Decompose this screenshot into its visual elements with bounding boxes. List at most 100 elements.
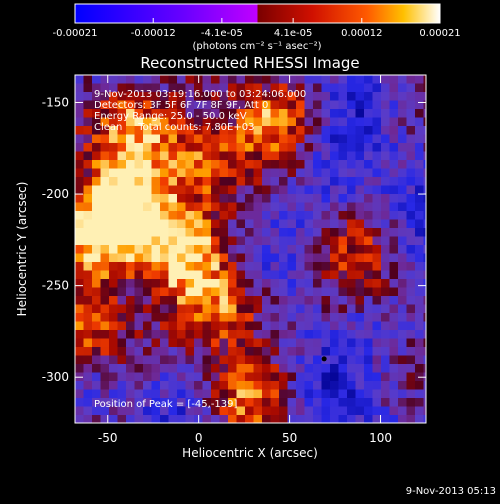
heatmap-cell bbox=[372, 211, 382, 221]
heatmap-cell bbox=[338, 236, 348, 246]
heatmap-cell bbox=[330, 236, 340, 246]
heatmap-cell bbox=[236, 364, 246, 374]
heatmap-cell bbox=[270, 398, 280, 408]
heatmap-cell bbox=[389, 304, 399, 314]
heatmap-cell bbox=[253, 296, 263, 306]
heatmap-cell bbox=[92, 381, 102, 391]
heatmap-cell bbox=[109, 253, 119, 263]
heatmap-cell bbox=[109, 321, 119, 331]
heatmap-cell bbox=[270, 194, 280, 204]
heatmap-cell bbox=[75, 330, 85, 340]
heatmap-cell bbox=[109, 168, 119, 178]
heatmap-cell bbox=[168, 355, 178, 365]
heatmap-cell bbox=[194, 279, 204, 289]
heatmap-cell bbox=[143, 236, 153, 246]
heatmap-cell bbox=[100, 194, 110, 204]
heatmap-cell bbox=[134, 372, 144, 382]
heatmap-cell bbox=[151, 83, 161, 93]
heatmap-cell bbox=[194, 262, 204, 272]
heatmap-cell bbox=[219, 219, 229, 229]
heatmap-cell bbox=[423, 143, 426, 153]
heatmap-cell bbox=[381, 262, 391, 272]
heatmap-cell bbox=[287, 338, 297, 348]
heatmap-cell bbox=[219, 100, 229, 110]
heatmap-cell bbox=[355, 262, 365, 272]
heatmap-cell bbox=[100, 92, 110, 102]
heatmap-cell bbox=[92, 313, 102, 323]
heatmap-cell bbox=[330, 338, 340, 348]
heatmap-cell bbox=[296, 126, 306, 136]
heatmap-cell bbox=[347, 262, 357, 272]
heatmap-cell bbox=[219, 330, 229, 340]
heatmap-cell bbox=[279, 75, 289, 85]
heatmap-cell bbox=[364, 347, 374, 357]
heatmap-cell bbox=[423, 211, 426, 221]
heatmap-cell bbox=[202, 389, 212, 399]
heatmap-cell bbox=[219, 355, 229, 365]
heatmap-cell bbox=[321, 194, 331, 204]
heatmap-cell bbox=[194, 364, 204, 374]
heatmap-cell bbox=[253, 279, 263, 289]
heatmap-cell bbox=[253, 92, 263, 102]
heatmap-cell bbox=[389, 194, 399, 204]
heatmap-cell bbox=[236, 262, 246, 272]
heatmap-cell bbox=[321, 109, 331, 119]
heatmap-cell bbox=[228, 262, 238, 272]
heatmap-cell bbox=[270, 126, 280, 136]
heatmap-cell bbox=[423, 245, 426, 255]
heatmap-cell bbox=[296, 160, 306, 170]
heatmap-cell bbox=[296, 219, 306, 229]
heatmap-cell bbox=[321, 406, 331, 416]
heatmap-cell bbox=[202, 270, 212, 280]
heatmap-cell bbox=[211, 194, 221, 204]
heatmap-cell bbox=[287, 134, 297, 144]
heatmap-cell bbox=[228, 117, 238, 127]
heatmap-cell bbox=[185, 245, 195, 255]
heatmap-cell bbox=[109, 151, 119, 161]
colorbar-gradient bbox=[75, 4, 440, 23]
heatmap-cell bbox=[219, 304, 229, 314]
heatmap-cell bbox=[75, 75, 85, 85]
heatmap-cell bbox=[202, 313, 212, 323]
heatmap-cell bbox=[75, 304, 85, 314]
heatmap-cell bbox=[406, 372, 416, 382]
heatmap-cell bbox=[313, 253, 323, 263]
heatmap-cell bbox=[185, 415, 195, 423]
heatmap-cell bbox=[389, 160, 399, 170]
heatmap-cell bbox=[160, 134, 170, 144]
heatmap-cell bbox=[134, 211, 144, 221]
heatmap-cell bbox=[100, 177, 110, 187]
heatmap-cell bbox=[304, 109, 314, 119]
heatmap-cell bbox=[253, 202, 263, 212]
heatmap-cell bbox=[75, 279, 85, 289]
heatmap-cell bbox=[117, 381, 127, 391]
heatmap-cell bbox=[185, 109, 195, 119]
heatmap-cell bbox=[168, 185, 178, 195]
heatmap-cell bbox=[211, 253, 221, 263]
heatmap-cell bbox=[313, 100, 323, 110]
heatmap-cell bbox=[381, 279, 391, 289]
heatmap-cell bbox=[168, 338, 178, 348]
heatmap-cell bbox=[262, 92, 272, 102]
heatmap-cell bbox=[321, 185, 331, 195]
heatmap-cell bbox=[211, 279, 221, 289]
heatmap-cell bbox=[245, 92, 255, 102]
heatmap-cell bbox=[372, 364, 382, 374]
heatmap-cell bbox=[389, 83, 399, 93]
heatmap-cell bbox=[253, 185, 263, 195]
heatmap-cell bbox=[381, 245, 391, 255]
heatmap-cell bbox=[270, 355, 280, 365]
heatmap-cell bbox=[236, 355, 246, 365]
x-tick-label: 50 bbox=[282, 431, 297, 445]
heatmap-cell bbox=[245, 270, 255, 280]
heatmap-cell bbox=[415, 338, 425, 348]
heatmap-cell bbox=[398, 355, 408, 365]
heatmap-cell bbox=[398, 202, 408, 212]
heatmap-cell bbox=[83, 100, 93, 110]
heatmap-cell bbox=[202, 126, 212, 136]
heatmap-cell bbox=[270, 389, 280, 399]
heatmap-cell bbox=[406, 126, 416, 136]
heatmap-cell bbox=[194, 185, 204, 195]
heatmap-cell bbox=[228, 296, 238, 306]
heatmap-cell bbox=[92, 117, 102, 127]
